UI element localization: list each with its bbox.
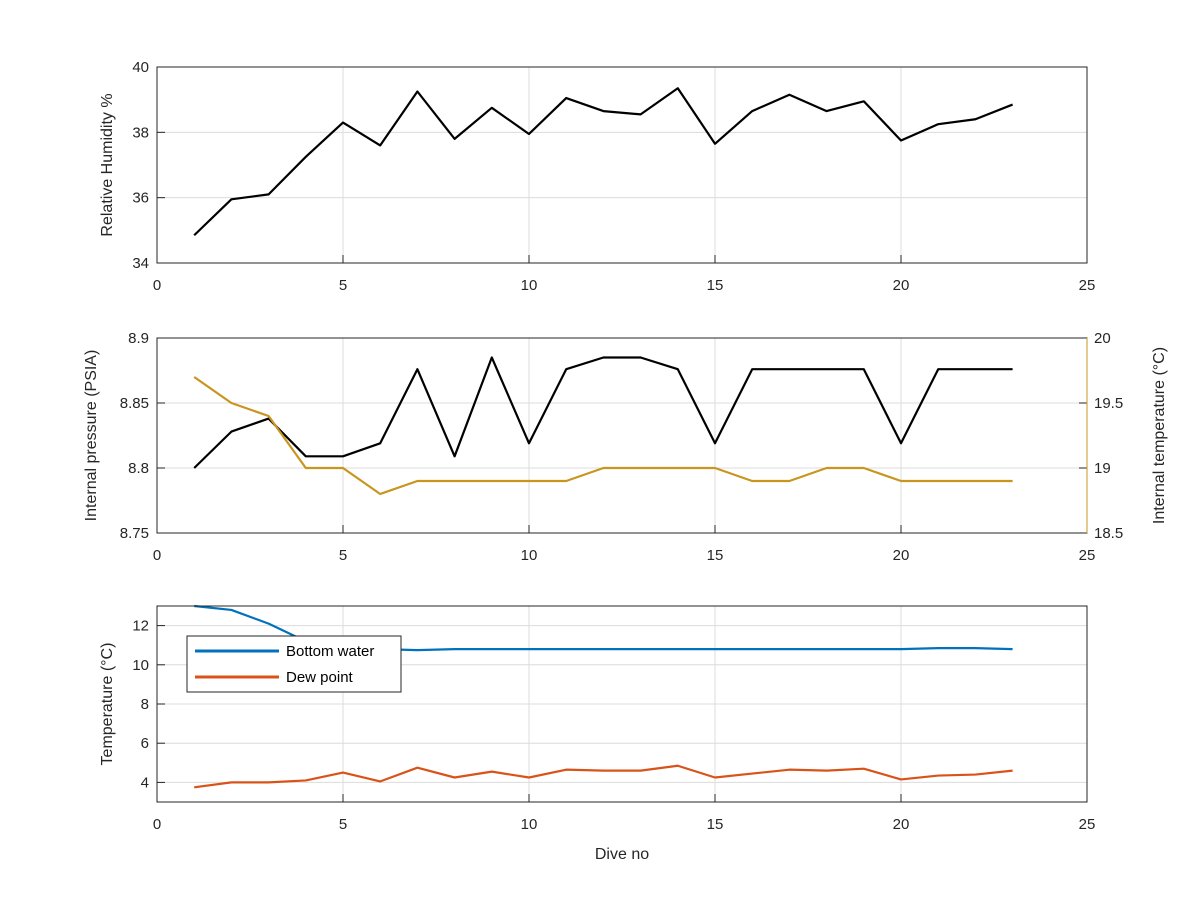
x-axis-label: Dive no xyxy=(595,846,649,863)
y-tick-label: 38 xyxy=(132,124,149,141)
x-tick-label: 15 xyxy=(707,816,724,833)
x-tick-label: 0 xyxy=(153,547,161,564)
y-tick-label: 8.9 xyxy=(128,330,149,347)
dew-point-line xyxy=(194,764,1013,789)
series-1-line xyxy=(193,376,1013,496)
x-tick-label: 10 xyxy=(521,547,538,564)
y-tick-label: 10 xyxy=(132,657,149,674)
y-axis-label: Internal pressure (PSIA) xyxy=(83,350,100,522)
x-tick-label: 10 xyxy=(521,816,538,833)
y-axis-label: Relative Humidity % xyxy=(99,93,116,236)
y-tick-label: 34 xyxy=(132,255,149,272)
y-tick-label: 4 xyxy=(141,774,149,791)
right-y-tick-label: 19 xyxy=(1094,460,1111,477)
right-y-tick-label: 20 xyxy=(1094,330,1111,347)
x-tick-label: 25 xyxy=(1079,816,1096,833)
legend: Bottom water Dew point xyxy=(186,635,402,693)
x-tick-label: 15 xyxy=(707,277,724,294)
water-dewpoint-temperature-panel: 0 5 10 15 20 25 4 6 8 10 12 Temperature (°C) Dive no… xyxy=(99,604,1096,863)
x-tick-label: 10 xyxy=(521,277,538,294)
y-tick-label: 8.8 xyxy=(128,460,149,477)
series-0-line xyxy=(193,87,1014,237)
x-tick-label: 5 xyxy=(339,816,347,833)
x-tick-label: 20 xyxy=(893,547,910,564)
series-0-line xyxy=(193,356,1013,469)
y-tick-label: 6 xyxy=(141,735,149,752)
plot-area-box xyxy=(156,337,1088,534)
x-tick-label: 25 xyxy=(1079,547,1096,564)
legend-label: Bottom water xyxy=(286,643,374,660)
y-tick-label: 8 xyxy=(141,696,149,713)
right-y-axis-label: Internal temperature (°C) xyxy=(1151,347,1168,524)
y-tick-label: 36 xyxy=(132,190,149,207)
humidity-panel: 0 5 10 15 20 25 34 36 38 40 Relative Humidity % xyxy=(99,59,1095,294)
x-tick-label: 5 xyxy=(339,547,347,564)
y-tick-label: 12 xyxy=(132,618,149,635)
legend-box xyxy=(186,635,402,693)
x-tick-label: 0 xyxy=(153,816,161,833)
y-axis-label: Temperature (°C) xyxy=(99,643,116,766)
pressure-temperature-panel: 0 5 10 15 20 25 8.75 8.8 8.85 8.9 18.5 19 19.5 20 Inte… xyxy=(83,330,1168,564)
y-tick-label: 40 xyxy=(132,59,149,76)
x-tick-label: 0 xyxy=(153,277,161,294)
x-tick-label: 20 xyxy=(893,277,910,294)
right-y-tick-label: 18.5 xyxy=(1094,525,1123,542)
legend-label: Dew point xyxy=(286,669,354,686)
x-tick-label: 15 xyxy=(707,547,724,564)
x-tick-label: 20 xyxy=(893,816,910,833)
plot-area-box xyxy=(156,66,1088,264)
y-tick-label: 8.75 xyxy=(120,525,149,542)
right-y-tick-label: 19.5 xyxy=(1094,395,1123,412)
x-tick-label: 5 xyxy=(339,277,347,294)
x-tick-label: 25 xyxy=(1079,277,1096,294)
y-tick-label: 8.85 xyxy=(120,395,149,412)
